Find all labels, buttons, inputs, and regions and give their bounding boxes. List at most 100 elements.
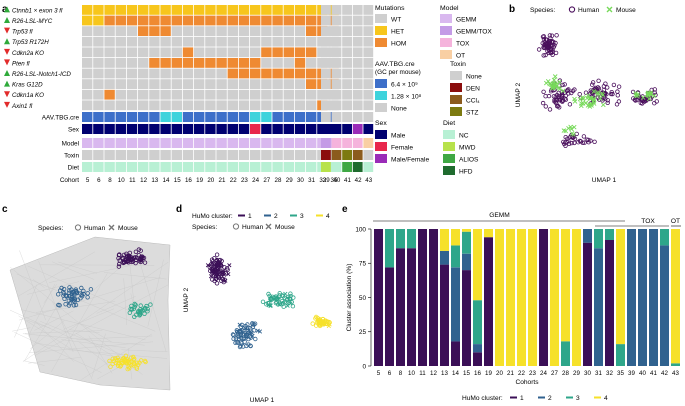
diet-cell [205,162,216,172]
mutation-cell [126,15,138,26]
human-point [234,328,239,333]
legend-aav-low-label: 1.28 × 10⁸ [391,94,422,101]
mutation-cell [160,36,171,47]
network-node [138,358,144,363]
y-tick-label: 75 [359,261,367,268]
model-cell [331,138,342,148]
bar-segment [605,240,614,366]
cohort-label: 12 [140,177,147,184]
sex-cell [227,124,238,134]
network-node [110,356,115,361]
network-node [114,357,120,363]
sex-cell [261,124,272,134]
cluster-name: 2 [274,213,278,220]
network-node [142,260,148,265]
legend-aav-low-swatch [375,91,387,100]
human-point [260,299,266,304]
mutation-cell [171,100,182,111]
legend-male-female-swatch [375,154,387,163]
mutation-cell [194,5,205,15]
mutation-cell [182,79,194,89]
bar-segment [374,229,383,366]
mutation-cell [149,36,160,47]
network-edge [88,335,113,374]
human-point [237,328,242,334]
bar-segment [429,229,438,366]
gene-label: Cdkn1a KO [12,92,44,99]
toxin-cell [294,150,306,160]
sex-cell [93,124,104,134]
network-node [132,301,137,307]
x-tick-label: 14 [452,370,459,377]
down-arrow-icon [4,59,10,66]
mutation-cell [205,5,216,15]
x-tick-label: 21 [507,370,514,377]
aav-cell [363,112,374,122]
diet-cell [126,162,138,172]
network-edge [23,360,45,366]
human-point [551,39,556,45]
mutation-cell [331,68,342,79]
mutation-cell [306,5,317,15]
mutation-cell [283,79,294,89]
sex-cell [363,124,374,134]
network-edge [19,250,46,321]
mutation-cell [171,58,182,68]
bar-segment [396,229,405,249]
network-node [134,366,140,371]
network-edge [78,341,109,366]
x-tick-label: 35 [617,370,624,377]
human-point [590,91,595,96]
mutation-cell [104,100,115,111]
mutation-cell [342,5,352,15]
mutation-cell [250,47,261,58]
mutation-cell [283,26,294,36]
mutation-cell [261,47,272,58]
legend-hom-label: HOM [391,41,406,48]
network-edge [40,321,143,364]
sex-cell [182,124,194,134]
network-node [132,314,137,319]
e-xlabel: Cohorts [515,379,539,386]
bar-segment [550,229,559,366]
mutation-cell [250,89,261,100]
human-point [610,91,615,97]
network-node [69,294,74,299]
x-tick-label: 6 [388,370,392,377]
mutation-cell [194,58,205,68]
mutation-cell [331,79,342,89]
human-point [212,256,217,261]
cohort-label: 28 [275,177,282,184]
sex-cell [216,124,227,134]
human-point [615,89,620,94]
network-edge [63,308,114,330]
network-edge [10,267,143,375]
mutation-cell [294,100,306,111]
aav-cell [171,112,182,122]
mutation-cell [331,47,342,58]
human-point [242,339,247,344]
sex-cell [306,124,317,134]
mutation-cell [216,26,227,36]
human-point [615,93,620,98]
aav-cell [104,112,115,122]
mutation-cell [171,26,182,36]
network-edge [43,284,57,304]
network-edge [24,290,67,361]
mutation-cell [272,100,283,111]
mutation-cell [342,26,352,36]
mouse-point [557,86,563,92]
mutation-cell [352,100,363,111]
mutation-cell [115,100,126,111]
network-edge [147,259,164,327]
human-point [244,333,249,338]
human-point [551,44,556,50]
legend-diet-nc-label: NC [459,133,469,140]
human-point [540,41,545,46]
network-node [79,285,84,291]
human-point [572,87,577,92]
human-point [595,85,601,90]
network-node [61,286,67,292]
mutation-cell [321,15,331,26]
model-cell [205,138,216,148]
